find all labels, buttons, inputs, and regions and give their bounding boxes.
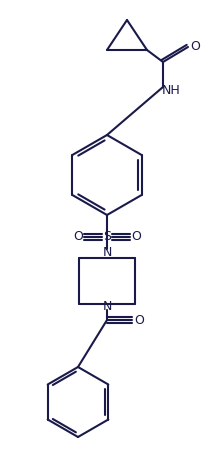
Text: S: S	[103, 231, 111, 243]
Text: O: O	[190, 39, 200, 53]
Text: O: O	[131, 231, 141, 243]
Text: NH: NH	[162, 85, 180, 97]
Text: O: O	[73, 231, 83, 243]
Text: O: O	[134, 314, 144, 327]
Text: N: N	[102, 245, 112, 259]
Text: N: N	[102, 300, 112, 314]
